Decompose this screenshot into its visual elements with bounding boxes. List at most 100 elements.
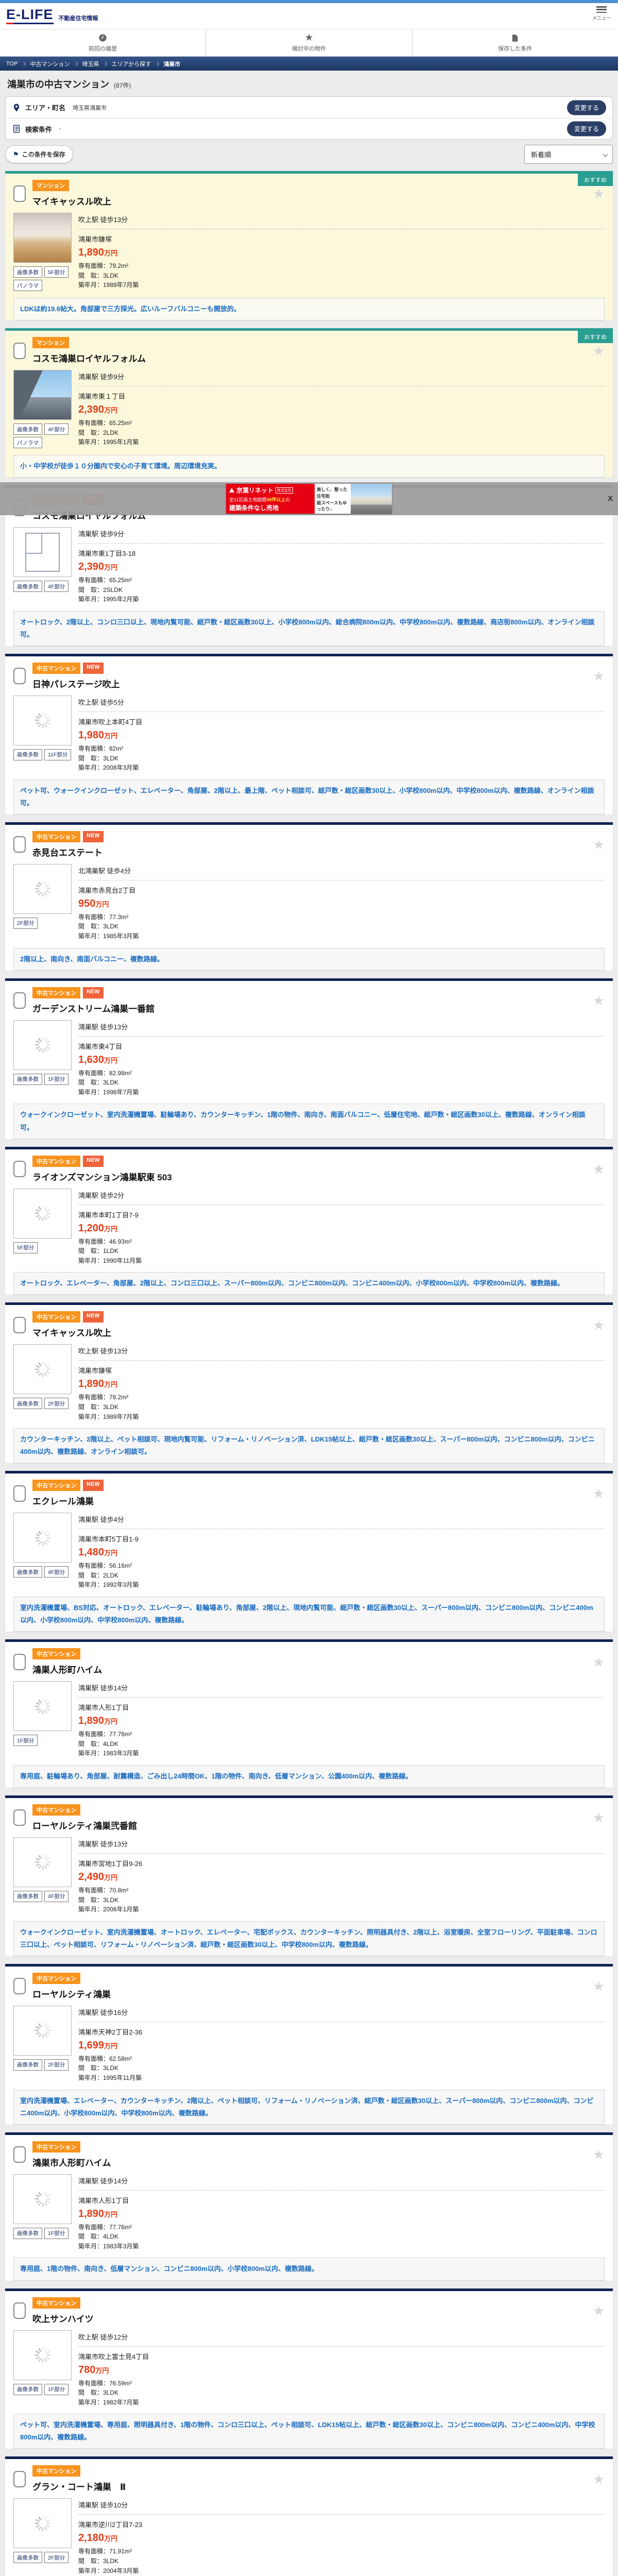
- listing-title[interactable]: ローヤルシティ鴻巣弐番館: [32, 1821, 137, 1831]
- listing-title[interactable]: マイキャッスル吹上: [32, 197, 111, 207]
- listing-station[interactable]: 鴻巣駅 徒歩2分: [78, 1190, 605, 1205]
- listing-title[interactable]: ガーデンストリーム鴻巣一番館: [32, 1004, 155, 1014]
- listing-title[interactable]: 鴻巣市人形町ハイム: [32, 2158, 111, 2168]
- listing-checkbox[interactable]: [13, 2302, 26, 2319]
- sort-select[interactable]: 新着順: [524, 145, 613, 164]
- favorite-star-icon[interactable]: ★: [592, 2303, 605, 2319]
- menu-button[interactable]: メニュー: [592, 6, 611, 21]
- listing-photo[interactable]: [13, 2498, 72, 2549]
- listing-checkbox[interactable]: [13, 185, 26, 202]
- favorite-star-icon[interactable]: ★: [592, 993, 605, 1009]
- listing-title[interactable]: エクレール鴻巣: [32, 1497, 94, 1507]
- listing-station[interactable]: 北鴻巣駅 徒歩4分: [78, 866, 605, 880]
- listing-checkbox[interactable]: [13, 1653, 26, 1670]
- listing-description[interactable]: 室内洗濯機置場、エレベーター、カウンターキッチン、2階以上、ペット相談可、リフォ…: [13, 2089, 605, 2125]
- ad-close-button[interactable]: X: [607, 494, 613, 503]
- listing-photo[interactable]: [13, 2005, 72, 2056]
- listing-checkbox[interactable]: [13, 2470, 26, 2487]
- favorite-star-icon[interactable]: ★: [592, 185, 605, 201]
- listing-photo[interactable]: [13, 213, 72, 263]
- listing-description[interactable]: オートロック、エレベーター、角部屋、2階以上、コンロ三口以上、スーパー800m以…: [13, 1272, 605, 1295]
- listing-description[interactable]: LDKは約19.6帖大。角部屋で三方採光。広いルーフバルコニーも開放的。: [13, 298, 605, 321]
- listing-photo[interactable]: [13, 1513, 72, 1563]
- listing-station[interactable]: 鴻巣駅 徒歩14分: [78, 2176, 605, 2191]
- listing-checkbox[interactable]: [13, 836, 26, 853]
- site-logo[interactable]: E-LIFE 不動産住宅情報: [6, 8, 98, 24]
- listing-title[interactable]: マイキャッスル吹上: [32, 1328, 111, 1338]
- listing-photo[interactable]: [13, 1344, 72, 1395]
- listing-checkbox[interactable]: [13, 342, 26, 359]
- listing-description[interactable]: ウォークインクローゼット、室内洗濯機置場、駐輪場あり、カウンターキッチン、1階の…: [13, 1104, 605, 1139]
- listing-title[interactable]: 吹上サンハイツ: [32, 2314, 94, 2324]
- listing-description[interactable]: 小・中学校が徒歩１０分圏内で安心の子育て環境。周辺環境充実。: [13, 455, 605, 478]
- favorite-star-icon[interactable]: ★: [592, 1161, 605, 1177]
- listing-description[interactable]: ウォークインクローゼット、室内洗濯機置場、オートロック、エレベーター、宅配ボック…: [13, 1921, 605, 1956]
- listing-title[interactable]: グラン・コート鴻巣 Ⅱ: [32, 2482, 126, 2493]
- listing-title[interactable]: 日神パレステージ吹上: [32, 679, 120, 689]
- listing-checkbox[interactable]: [13, 668, 26, 685]
- listing-checkbox[interactable]: [13, 1809, 26, 1826]
- ad-banner[interactable]: 京葉リネット 株式会社 全11区画土地面積49坪以上の 建築条件なし売地 美しく…: [226, 484, 392, 514]
- listing-description[interactable]: オートロック、2階以上、コンロ三口以上、現地内覧可能、総戸数・総区画数30以上、…: [13, 611, 605, 646]
- favorite-star-icon[interactable]: ★: [592, 1810, 605, 1826]
- change-area-button[interactable]: 変更する: [566, 100, 606, 115]
- listing-description[interactable]: カウンターキッチン、2階以上、ペット相談可、現地内覧可能、リフォーム・リノベーシ…: [13, 1428, 605, 1464]
- listing-checkbox[interactable]: [13, 2146, 26, 2163]
- listing-station[interactable]: 吹上駅 徒歩13分: [78, 1346, 605, 1361]
- quicknav-item-0[interactable]: 前回の履歴: [0, 29, 205, 56]
- change-conditions-button[interactable]: 変更する: [566, 121, 606, 137]
- listing-station[interactable]: 鴻巣駅 徒歩13分: [78, 1839, 605, 1854]
- listing-station[interactable]: 吹上駅 徒歩12分: [78, 2332, 605, 2347]
- listing-photo[interactable]: [13, 370, 72, 420]
- listing-description[interactable]: 専用庭、駐輪場あり、角部屋、耐震構造、ごみ出し24時間OK、1階の物件、南向き、…: [13, 1765, 605, 1788]
- favorite-star-icon[interactable]: ★: [592, 668, 605, 684]
- listing-photo[interactable]: [13, 2330, 72, 2380]
- favorite-star-icon[interactable]: ★: [592, 343, 605, 359]
- listing-station[interactable]: 鴻巣駅 徒歩4分: [78, 1514, 605, 1530]
- listing-title[interactable]: ローヤルシティ鴻巣: [32, 1989, 111, 1999]
- listing-station[interactable]: 鴻巣駅 徒歩9分: [78, 371, 605, 387]
- listing-station[interactable]: 吹上駅 徒歩13分: [78, 214, 605, 229]
- favorite-star-icon[interactable]: ★: [592, 2471, 605, 2487]
- listing-title[interactable]: 鴻巣人形町ハイム: [32, 1665, 102, 1675]
- listing-checkbox[interactable]: [13, 992, 26, 1009]
- quicknav-item-1[interactable]: ★ 検討中の物件: [205, 29, 411, 56]
- listing-title[interactable]: コスモ鴻巣ロイヤルフォルム: [32, 354, 146, 364]
- listing-station[interactable]: 鴻巣駅 徒歩14分: [78, 1683, 605, 1698]
- favorite-star-icon[interactable]: ★: [592, 2147, 605, 2163]
- listing-photo[interactable]: [13, 863, 72, 914]
- quicknav-item-2[interactable]: 保存した条件: [411, 29, 618, 56]
- favorite-star-icon[interactable]: ★: [592, 1654, 605, 1670]
- breadcrumb-item-3[interactable]: エリアから探す: [111, 61, 151, 67]
- listing-station[interactable]: 吹上駅 徒歩5分: [78, 697, 605, 712]
- listing-photo[interactable]: [13, 1837, 72, 1887]
- listing-title[interactable]: 赤見台エステート: [32, 848, 102, 858]
- listing-checkbox[interactable]: [13, 1316, 26, 1333]
- favorite-star-icon[interactable]: ★: [592, 1317, 605, 1333]
- favorite-star-icon[interactable]: ★: [592, 1485, 605, 1501]
- listing-photo[interactable]: [13, 1188, 72, 1239]
- listing-description[interactable]: 専用庭、1階の物件、南向き、低層マンション、コンビニ800m以内、小学校800m…: [13, 2258, 605, 2281]
- listing-photo[interactable]: [13, 1020, 72, 1070]
- listing-description[interactable]: 室内洗濯機置場、BS対応、オートロック、エレベーター、駐輪場あり、角部屋、2階以…: [13, 1597, 605, 1632]
- breadcrumb-item-0[interactable]: TOP: [6, 60, 18, 67]
- breadcrumb-item-2[interactable]: 埼玉県: [82, 61, 99, 67]
- listing-station[interactable]: 鴻巣駅 徒歩9分: [78, 529, 605, 544]
- save-conditions-button[interactable]: ⚑ この条件を保存: [5, 145, 73, 163]
- listing-description[interactable]: ペット可、ウォークインクローゼット、エレベーター、角部屋、2階以上、最上階、ペッ…: [13, 779, 605, 815]
- listing-description[interactable]: 2階以上、南向き、南面バルコニー、複数路線。: [13, 947, 605, 971]
- favorite-star-icon[interactable]: ★: [592, 1978, 605, 1994]
- listing-title[interactable]: ライオンズマンション鴻巣駅東 503: [32, 1172, 172, 1182]
- favorite-star-icon[interactable]: ★: [592, 837, 605, 853]
- breadcrumb-item-1[interactable]: 中古マンション: [30, 61, 70, 67]
- listing-checkbox[interactable]: [13, 1161, 26, 1178]
- listing-station[interactable]: 鴻巣駅 徒歩16分: [78, 2007, 605, 2022]
- listing-checkbox[interactable]: [13, 1978, 26, 1995]
- listing-photo[interactable]: [13, 1681, 72, 1732]
- listing-station[interactable]: 鴻巣駅 徒歩10分: [78, 2500, 605, 2515]
- listing-photo[interactable]: [13, 527, 72, 578]
- listing-photo[interactable]: [13, 695, 72, 745]
- listing-photo[interactable]: [13, 2174, 72, 2224]
- listing-station[interactable]: 鴻巣駅 徒歩13分: [78, 1022, 605, 1037]
- listing-checkbox[interactable]: [13, 1485, 26, 1502]
